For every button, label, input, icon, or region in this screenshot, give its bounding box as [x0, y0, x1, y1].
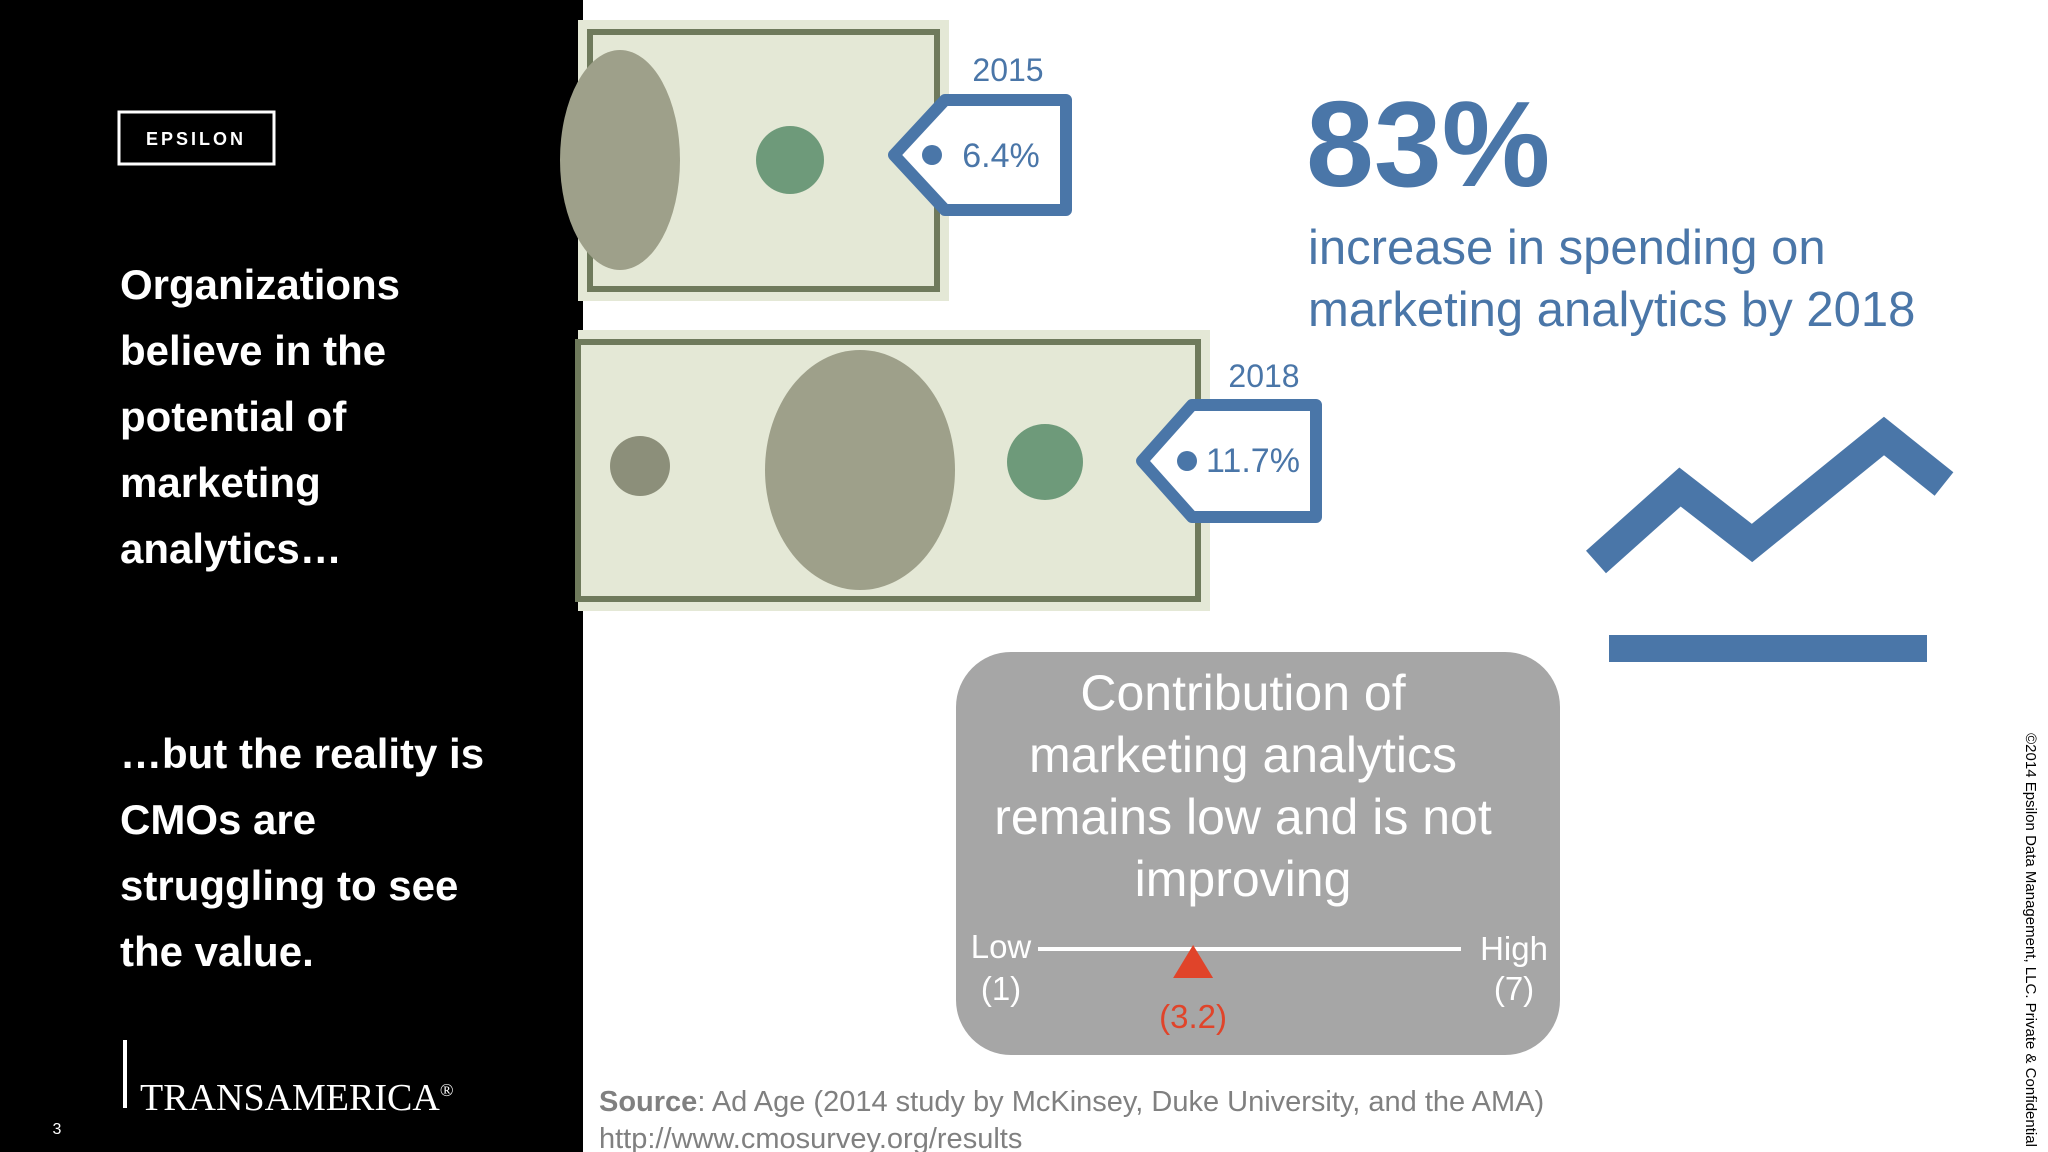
bill — [575, 330, 1210, 611]
tag-value: 11.7% — [1206, 442, 1300, 480]
scale-high: High — [1480, 930, 1548, 967]
left-panel — [0, 0, 583, 1152]
price-tag — [1136, 399, 1322, 523]
contribution-line: Contribution of — [1080, 665, 1405, 721]
contribution-line: remains low and is not — [994, 789, 1492, 845]
contribution-text: Contribution of marketing analytics remain… — [994, 665, 1492, 907]
scale-max: (7) — [1494, 970, 1534, 1007]
tag-hole — [1177, 451, 1197, 471]
reality-text: …but the reality is CMOs are struggling to… — [120, 730, 484, 975]
logo-bottom-text: TRANSAMERICA — [140, 1077, 440, 1119]
trend-icon — [1586, 416, 1954, 574]
bill-portrait — [560, 50, 680, 270]
source-url: http://www.cmosurvey.org/results — [599, 1123, 1022, 1152]
stat-text: increase in spending on — [1308, 221, 1826, 275]
source: Source: Ad Age (2014 study by McKinsey, … — [599, 1086, 1544, 1118]
page-number: 3 — [53, 1121, 62, 1138]
source-text: : Ad Age (2014 study by McKinsey, Duke U… — [697, 1086, 1544, 1118]
bill-seal — [610, 436, 670, 496]
bill — [560, 20, 949, 301]
reality-line: CMOs are — [120, 796, 316, 843]
reality-line: struggling to see — [120, 862, 458, 909]
scale-low: Low — [971, 928, 1032, 965]
scale-min: (1) — [981, 970, 1021, 1007]
headline-line: Organizations — [120, 261, 400, 308]
contribution-line: marketing analytics — [1029, 727, 1457, 783]
logo-mark: ® — [440, 1080, 454, 1100]
reality-line: …but the reality is — [120, 730, 484, 777]
tag-year: 2015 — [972, 52, 1043, 88]
scale-marker-label: (3.2) — [1159, 998, 1227, 1035]
source-label: Source — [599, 1086, 697, 1118]
bill-seal — [756, 126, 824, 194]
scale-marker-group: (3.2) — [1159, 945, 1227, 1035]
bill-portrait — [765, 350, 955, 590]
headline: Organizations believe in the potential of m… — [120, 261, 400, 572]
logo-text: EPSILON — [146, 129, 246, 149]
headline-line: believe in the — [120, 327, 386, 374]
copyright: ©2014 Epsilon Data Management, LLC. Priv… — [2022, 733, 2039, 1147]
price-tag — [888, 94, 1072, 216]
bill-seal — [1007, 424, 1083, 500]
tag-hole — [922, 145, 942, 165]
stat-text: marketing analytics by 2018 — [1308, 283, 1915, 337]
logo-bottom: TRANSAMERICA® — [140, 1077, 454, 1119]
reality-line: the value. — [120, 928, 314, 975]
contribution-box — [956, 652, 1560, 1055]
stat-number: 83% — [1306, 76, 1550, 212]
trend-icon-base — [1609, 635, 1927, 662]
tag-year: 2018 — [1228, 358, 1299, 394]
headline-line: potential of — [120, 393, 347, 440]
tag-value: 6.4% — [962, 137, 1040, 175]
contribution-line: improving — [1135, 851, 1352, 907]
logo-box — [117, 110, 276, 166]
headline-line: marketing — [120, 459, 321, 506]
scale-marker — [1173, 945, 1214, 978]
headline-line: analytics… — [120, 525, 342, 572]
